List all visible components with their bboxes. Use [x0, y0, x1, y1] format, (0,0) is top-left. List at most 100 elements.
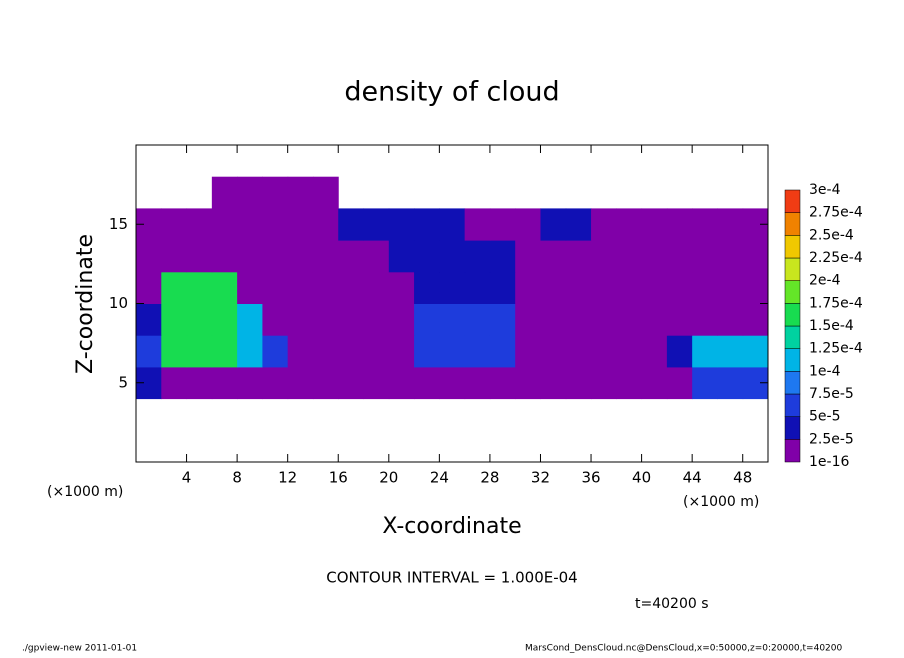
colorbar-box [784, 371, 801, 395]
field-cell [363, 240, 390, 273]
field-cell [439, 303, 466, 336]
x-tick-label: 36 [581, 469, 600, 487]
field-cell [262, 366, 289, 400]
colorbar-label: 2e-4 [809, 273, 841, 289]
field [136, 176, 769, 400]
field-cell [262, 176, 289, 209]
contour-interval: CONTOUR INTERVAL = 1.000E-04 [326, 569, 577, 587]
field-cell [591, 271, 617, 304]
x-tick-label: 28 [480, 469, 499, 487]
field-cell [388, 271, 415, 304]
colorbar-label: 1e-16 [809, 454, 849, 470]
field-cell [464, 271, 491, 304]
field-cell [540, 271, 567, 304]
y-tick-label: 5 [118, 373, 128, 391]
colorbar-box [784, 439, 801, 463]
colorbar-box [784, 235, 801, 259]
field-cell [211, 335, 238, 368]
field-cell [312, 366, 339, 400]
colorbar-label: 1.25e-4 [809, 341, 863, 357]
field-cell [489, 240, 516, 273]
field-cell [186, 240, 213, 273]
x-tick-label: 12 [278, 469, 297, 487]
field-cell [742, 240, 769, 273]
field-cell [287, 335, 314, 368]
field-cell [338, 240, 365, 273]
colorbar-box [784, 348, 801, 372]
field-cell [692, 240, 718, 273]
field-cell [161, 303, 188, 336]
field-cell [515, 335, 541, 368]
field-cell [591, 335, 617, 368]
field-cell [717, 208, 744, 241]
field-cell [237, 366, 263, 400]
field-cell [439, 366, 466, 400]
field-cell [515, 240, 541, 273]
field-cell [136, 303, 162, 336]
field-cell [211, 366, 238, 400]
field-cell [742, 271, 769, 304]
field-cell [414, 240, 440, 273]
field-cell [414, 271, 440, 304]
field-cell [363, 303, 390, 336]
field-cell [666, 335, 693, 368]
field-cell [565, 271, 592, 304]
field-cell [439, 271, 466, 304]
field-cell [666, 366, 693, 400]
colorbar-label: 2.5e-4 [809, 227, 854, 243]
colorbar-box [784, 189, 801, 213]
field-cell [565, 335, 592, 368]
field-cell [338, 208, 365, 241]
field-cell [464, 208, 491, 241]
x-tick-label: 4 [182, 469, 192, 487]
field-cell [186, 271, 213, 304]
field-cell [439, 208, 466, 241]
field-cell [641, 303, 668, 336]
field-cell [262, 240, 289, 273]
field-cell [287, 271, 314, 304]
colorbar-label: 1.5e-4 [809, 318, 854, 334]
field-cell [237, 271, 263, 304]
field-cell [540, 366, 567, 400]
footer-left: ./gpview-new 2011-01-01 [22, 644, 137, 654]
field-cell [388, 208, 415, 241]
x-unit-label: (×1000 m) [47, 484, 123, 500]
colorbar-label: 3e-4 [809, 182, 841, 198]
field-cell [540, 335, 567, 368]
field-cell [692, 208, 718, 241]
field-cell [363, 335, 390, 368]
field-cell [312, 240, 339, 273]
field-cell [616, 366, 643, 400]
field-cell [742, 303, 769, 336]
field-cell [237, 335, 263, 368]
field-cell [439, 240, 466, 273]
field-cell [186, 303, 213, 336]
field-cell [565, 208, 592, 241]
field-cell [464, 366, 491, 400]
field-cell [338, 335, 365, 368]
field-cell [136, 240, 162, 273]
field-cell [616, 271, 643, 304]
field-cell [717, 303, 744, 336]
x-tick-label: 16 [329, 469, 348, 487]
field-cell [666, 240, 693, 273]
field-cell [692, 271, 718, 304]
field-cell [591, 366, 617, 400]
field-cell [489, 271, 516, 304]
field-cell [363, 366, 390, 400]
colorbar-box [784, 325, 801, 349]
field-cell [565, 366, 592, 400]
field-cell [262, 208, 289, 241]
colorbar-box [784, 257, 801, 281]
field-cell [388, 303, 415, 336]
field-cell [666, 208, 693, 241]
field-cell [338, 303, 365, 336]
field-cell [641, 366, 668, 400]
field-cell [338, 366, 365, 400]
field-cell [388, 366, 415, 400]
colorbar-label: 2.25e-4 [809, 250, 863, 266]
field-cell [237, 240, 263, 273]
x-tick-label: 40 [632, 469, 651, 487]
time-label: t=40200 s [635, 596, 709, 612]
colorbar-box [784, 303, 801, 327]
